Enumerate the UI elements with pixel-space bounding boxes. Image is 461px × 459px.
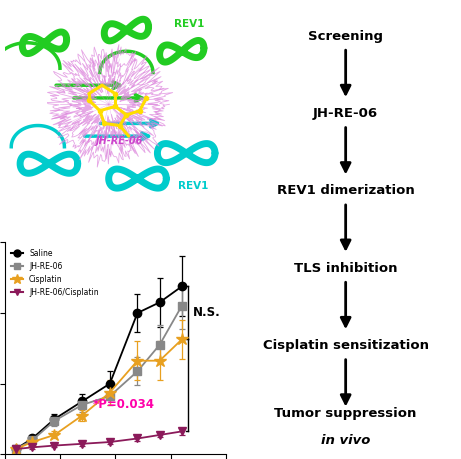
Text: *P=0.034: *P=0.034 (93, 398, 155, 411)
Text: in vivo: in vivo (321, 434, 370, 448)
Text: Screening: Screening (308, 29, 383, 43)
Text: REV1 dimerization: REV1 dimerization (277, 185, 414, 197)
Text: REV1: REV1 (173, 19, 204, 29)
Text: JH-RE-06: JH-RE-06 (313, 107, 378, 120)
Legend: Saline, JH-RE-06, Cisplatin, JH-RE-06/Cisplatin: Saline, JH-RE-06, Cisplatin, JH-RE-06/Ci… (8, 246, 102, 300)
Text: TLS inhibition: TLS inhibition (294, 262, 397, 274)
Text: REV1: REV1 (178, 181, 208, 191)
Text: Cisplatin sensitization: Cisplatin sensitization (263, 339, 429, 352)
Text: JH-RE-06: JH-RE-06 (96, 136, 143, 146)
Text: Tumor suppression: Tumor suppression (274, 408, 417, 420)
Text: N.S.: N.S. (193, 307, 221, 319)
